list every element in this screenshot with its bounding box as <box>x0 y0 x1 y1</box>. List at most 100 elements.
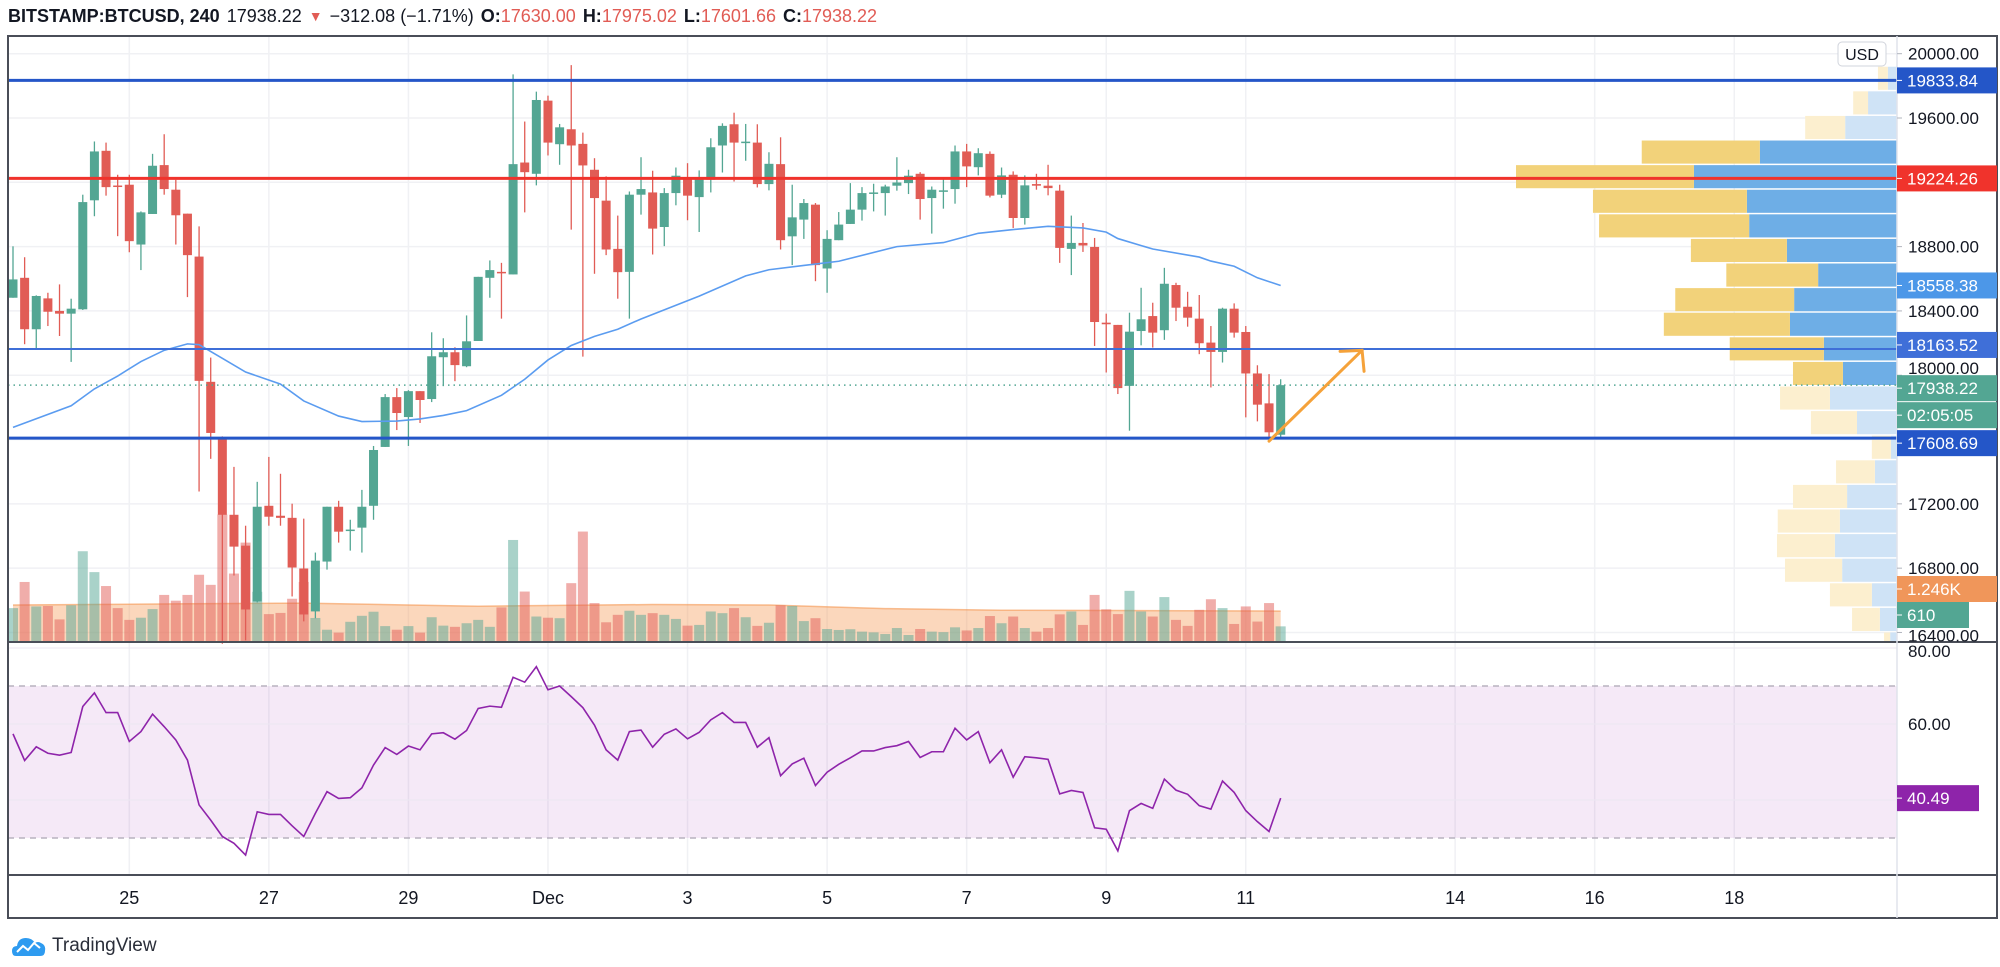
candle[interactable] <box>264 456 274 526</box>
candle[interactable] <box>31 295 41 349</box>
candle[interactable] <box>1241 326 1251 418</box>
candle[interactable] <box>43 292 53 327</box>
candle[interactable] <box>590 158 599 274</box>
candle[interactable] <box>857 187 867 221</box>
candle[interactable] <box>8 246 18 298</box>
candle[interactable] <box>1101 313 1111 373</box>
axes[interactable]: 20000.00 19600.00 18800.00 18400.00 18000.00… <box>119 45 1979 908</box>
candle[interactable] <box>1055 184 1065 263</box>
candle[interactable] <box>485 260 495 298</box>
candle[interactable] <box>729 112 739 182</box>
candle[interactable] <box>1066 215 1076 276</box>
candle[interactable] <box>543 95 553 156</box>
candle[interactable] <box>869 183 879 212</box>
candle[interactable] <box>1113 324 1123 395</box>
candle[interactable] <box>578 132 588 357</box>
candle[interactable] <box>671 167 681 206</box>
candle[interactable] <box>985 151 995 198</box>
candle[interactable] <box>683 163 693 221</box>
candle[interactable] <box>904 169 914 195</box>
candle[interactable] <box>834 212 844 241</box>
candle[interactable] <box>345 519 355 551</box>
candle[interactable] <box>136 211 146 271</box>
symbol-title[interactable]: BITSTAMP:BTCUSD, 240 <box>8 5 220 26</box>
candle[interactable] <box>1031 173 1041 190</box>
candle[interactable] <box>648 170 658 255</box>
currency-label[interactable]: USD <box>1845 47 1879 64</box>
candle[interactable] <box>950 145 960 204</box>
candle[interactable] <box>659 188 669 247</box>
candle[interactable] <box>1124 312 1134 431</box>
candle[interactable] <box>310 552 320 619</box>
candle[interactable] <box>462 315 472 368</box>
candle[interactable] <box>101 142 111 196</box>
candle[interactable] <box>1043 164 1053 196</box>
candle[interactable] <box>1008 171 1018 228</box>
candle[interactable] <box>1171 282 1181 322</box>
candle[interactable] <box>1218 307 1228 363</box>
candle[interactable] <box>78 194 88 310</box>
candle[interactable] <box>182 213 192 298</box>
candle[interactable] <box>473 276 483 341</box>
candle[interactable] <box>531 91 541 186</box>
candle[interactable] <box>275 473 285 526</box>
candle[interactable] <box>1229 303 1239 338</box>
candle[interactable] <box>287 503 297 597</box>
candle[interactable] <box>973 148 983 176</box>
candle[interactable] <box>997 167 1007 199</box>
candle[interactable] <box>159 134 169 195</box>
candle[interactable] <box>1183 291 1193 327</box>
candle[interactable] <box>217 436 227 644</box>
candle[interactable] <box>520 121 530 213</box>
candle[interactable] <box>915 172 925 220</box>
candle[interactable] <box>892 157 902 191</box>
candle[interactable] <box>334 500 344 543</box>
arrow-drawing[interactable] <box>1267 348 1366 443</box>
candle[interactable] <box>1252 365 1262 422</box>
candle[interactable] <box>415 391 425 423</box>
candle[interactable] <box>1194 295 1204 355</box>
candle[interactable] <box>799 199 809 239</box>
candle[interactable] <box>229 466 239 576</box>
candle[interactable] <box>555 123 565 165</box>
candle[interactable] <box>55 284 65 337</box>
candle[interactable] <box>787 184 797 266</box>
candle[interactable] <box>962 143 972 188</box>
candle[interactable] <box>1206 326 1216 388</box>
candle[interactable] <box>880 184 890 216</box>
candle[interactable] <box>148 153 158 214</box>
candle[interactable] <box>741 123 751 161</box>
candle[interactable] <box>496 262 506 319</box>
candle[interactable] <box>1090 237 1100 346</box>
candle[interactable] <box>450 347 460 382</box>
candle[interactable] <box>1159 267 1169 340</box>
candle[interactable] <box>206 357 216 459</box>
candle[interactable] <box>776 137 786 250</box>
candle[interactable] <box>717 123 727 173</box>
candle[interactable] <box>1020 175 1030 225</box>
candle[interactable] <box>601 176 611 256</box>
candle[interactable] <box>1136 287 1146 346</box>
candle[interactable] <box>252 481 262 603</box>
horizontal-levels[interactable] <box>8 78 1897 440</box>
candle[interactable] <box>1264 374 1274 439</box>
candle[interactable] <box>194 226 204 492</box>
tradingview-logo[interactable]: TradingView <box>12 934 157 958</box>
candle[interactable] <box>810 203 820 282</box>
candle[interactable] <box>694 170 704 232</box>
candle[interactable] <box>171 179 181 245</box>
candle[interactable] <box>66 298 76 362</box>
candle[interactable] <box>636 157 646 215</box>
candle[interactable] <box>357 489 367 553</box>
candle[interactable] <box>845 183 855 224</box>
candle[interactable] <box>113 174 123 237</box>
candle[interactable] <box>822 230 832 293</box>
candle[interactable] <box>927 186 937 234</box>
candle[interactable] <box>438 338 448 387</box>
candle[interactable] <box>1148 302 1158 348</box>
candle[interactable] <box>299 518 309 622</box>
arrow-line[interactable] <box>1267 348 1364 443</box>
candle[interactable] <box>566 65 576 230</box>
candle[interactable] <box>124 174 134 253</box>
